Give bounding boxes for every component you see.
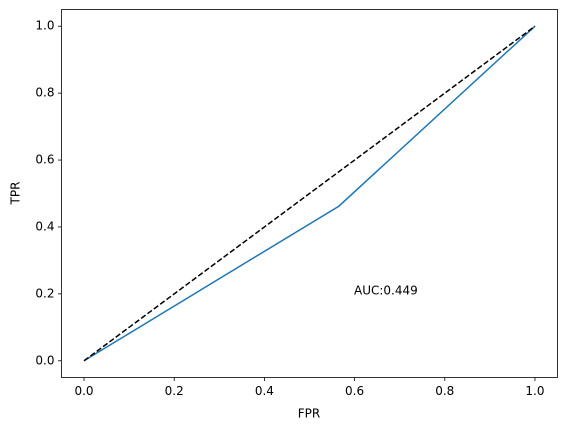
y-tick-label: 0.0 bbox=[35, 353, 54, 367]
x-tick-label: 0.0 bbox=[74, 384, 93, 398]
annotation: AUC:0.449 bbox=[354, 284, 418, 298]
y-tick-label: 1.0 bbox=[35, 19, 54, 33]
roc-line bbox=[83, 25, 536, 362]
x-tick-label: 1.0 bbox=[525, 384, 544, 398]
y-tick-label: 0.4 bbox=[35, 219, 54, 233]
x-tick-label: 0.6 bbox=[345, 384, 364, 398]
y-tick-label: 0.8 bbox=[35, 86, 54, 100]
x-tick-label: 0.4 bbox=[255, 384, 274, 398]
roc-line bbox=[83, 25, 536, 362]
x-tick-label: 0.8 bbox=[435, 384, 454, 398]
y-tick-label: 0.2 bbox=[35, 286, 54, 300]
x-tick-label: 0.2 bbox=[165, 384, 184, 398]
y-axis-label: TPR bbox=[9, 182, 23, 206]
x-axis-label: FPR bbox=[298, 407, 320, 421]
y-tick-label: 0.6 bbox=[35, 153, 54, 167]
plot-frame bbox=[61, 9, 558, 378]
